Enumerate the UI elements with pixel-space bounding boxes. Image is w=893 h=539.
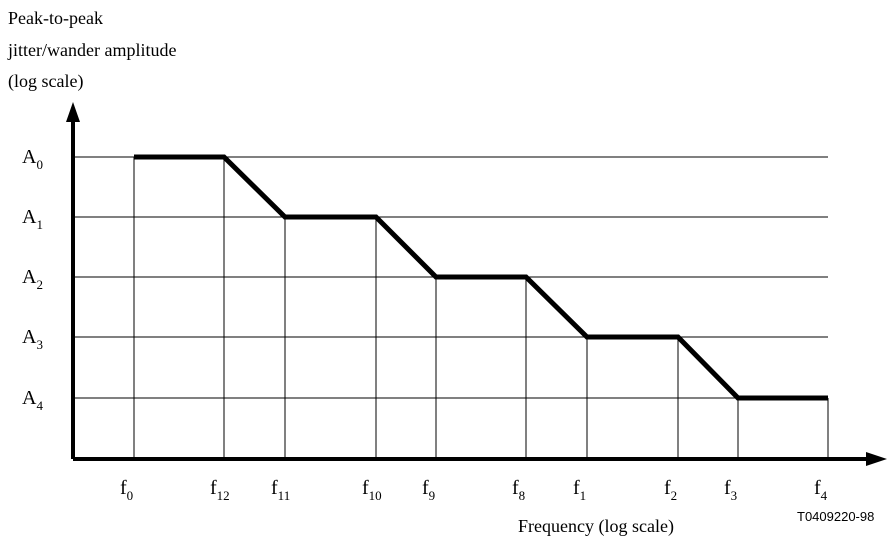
x-axis-label: Frequency (log scale) <box>518 516 674 537</box>
figure-id: T0409220-98 <box>797 509 874 524</box>
frequency-tick-label: f10 <box>362 477 382 503</box>
frequency-tick-label: f2 <box>664 477 677 503</box>
frequency-tick-label: f3 <box>724 477 737 503</box>
jitter-mask-curve <box>134 154 828 401</box>
amplitude-label: A4 <box>22 387 43 413</box>
y-axis-label-line-2: jitter/wander amplitude <box>7 40 176 60</box>
y-axis-label-line-3: (log scale) <box>8 71 83 92</box>
frequency-labels: f0 f12 f11 f10 f9 f8 f1 f2 f3 f4 <box>120 477 828 503</box>
y-axis-arrowhead <box>66 102 80 122</box>
x-axis-arrowhead <box>866 452 887 466</box>
grid <box>73 156 829 459</box>
frequency-tick-label: f1 <box>573 477 586 503</box>
frequency-tick-label: f0 <box>120 477 133 503</box>
frequency-tick-label: f9 <box>422 477 435 503</box>
amplitude-labels: A0 A1 A2 A3 A4 <box>22 146 43 413</box>
frequency-tick-label: f4 <box>814 477 828 503</box>
frequency-tick-label: f8 <box>512 477 525 503</box>
y-axis-label-line-1: Peak-to-peak <box>8 8 103 28</box>
amplitude-label: A2 <box>22 266 43 292</box>
amplitude-label: A3 <box>22 326 43 352</box>
amplitude-label: A0 <box>22 146 43 172</box>
frequency-tick-label: f11 <box>271 477 290 503</box>
amplitude-label: A1 <box>22 206 43 232</box>
frequency-tick-label: f12 <box>210 477 230 503</box>
